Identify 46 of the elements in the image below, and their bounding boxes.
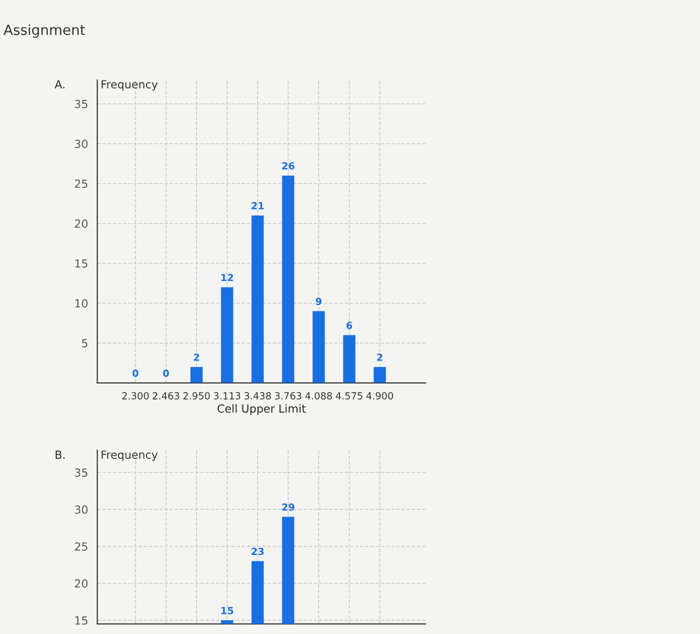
chart-title: A. [54,80,64,88]
x-tick-label: 2.950 [183,392,210,400]
x-tick-label: 3.438 [244,392,271,400]
data-label: 12 [221,274,234,282]
x-tick-label: 3.113 [214,392,240,400]
data-label: 0 [132,370,138,377]
data-label: 21 [252,202,264,210]
bar [282,176,294,383]
y-axis-title: Frequency [102,80,158,91]
data-label: 6 [346,322,352,330]
bar [220,287,234,383]
y-tick-label: 20 [74,219,88,228]
text: Assignment [4,24,85,38]
chart-title: B. [56,450,65,459]
y-tick-label: 30 [74,140,88,148]
bar [374,366,386,383]
y-axis-title: Frequency [102,450,158,462]
bar [252,215,264,383]
y-tick-label: 25 [74,542,88,551]
x-tick-label: 2.300 [122,392,149,400]
x-tick-label: 4.575 [336,392,362,400]
data-label: 15 [221,607,234,614]
y-tick-label: 15 [75,259,88,268]
x-tick-label: 4.900 [366,392,394,400]
y-tick-label: 20 [74,579,88,588]
x-axis-title: Cell Upper Limit [218,404,306,415]
data-label: 29 [282,503,294,511]
data-label: 9 [316,298,322,306]
y-tick-label: 30 [74,505,88,514]
bar [190,366,203,383]
bar [343,335,356,383]
y-tick-label: 35 [74,100,88,108]
bar [312,311,325,383]
y-tick-label: 10 [75,299,88,308]
y-tick-label: 5 [82,339,88,348]
data-label: 26 [282,162,294,170]
x-tick-label: 4.088 [305,392,332,400]
data-label: 23 [252,548,264,556]
y-tick-label: 35 [74,468,88,477]
y-tick-label: 15 [75,616,88,625]
data-label: 2 [194,354,200,361]
x-tick-label: 3.763 [274,392,302,400]
x-tick-label: 2.463 [152,392,180,400]
data-label: 0 [163,370,169,377]
data-label: 2 [377,354,382,361]
y-tick-label: 25 [74,180,88,188]
